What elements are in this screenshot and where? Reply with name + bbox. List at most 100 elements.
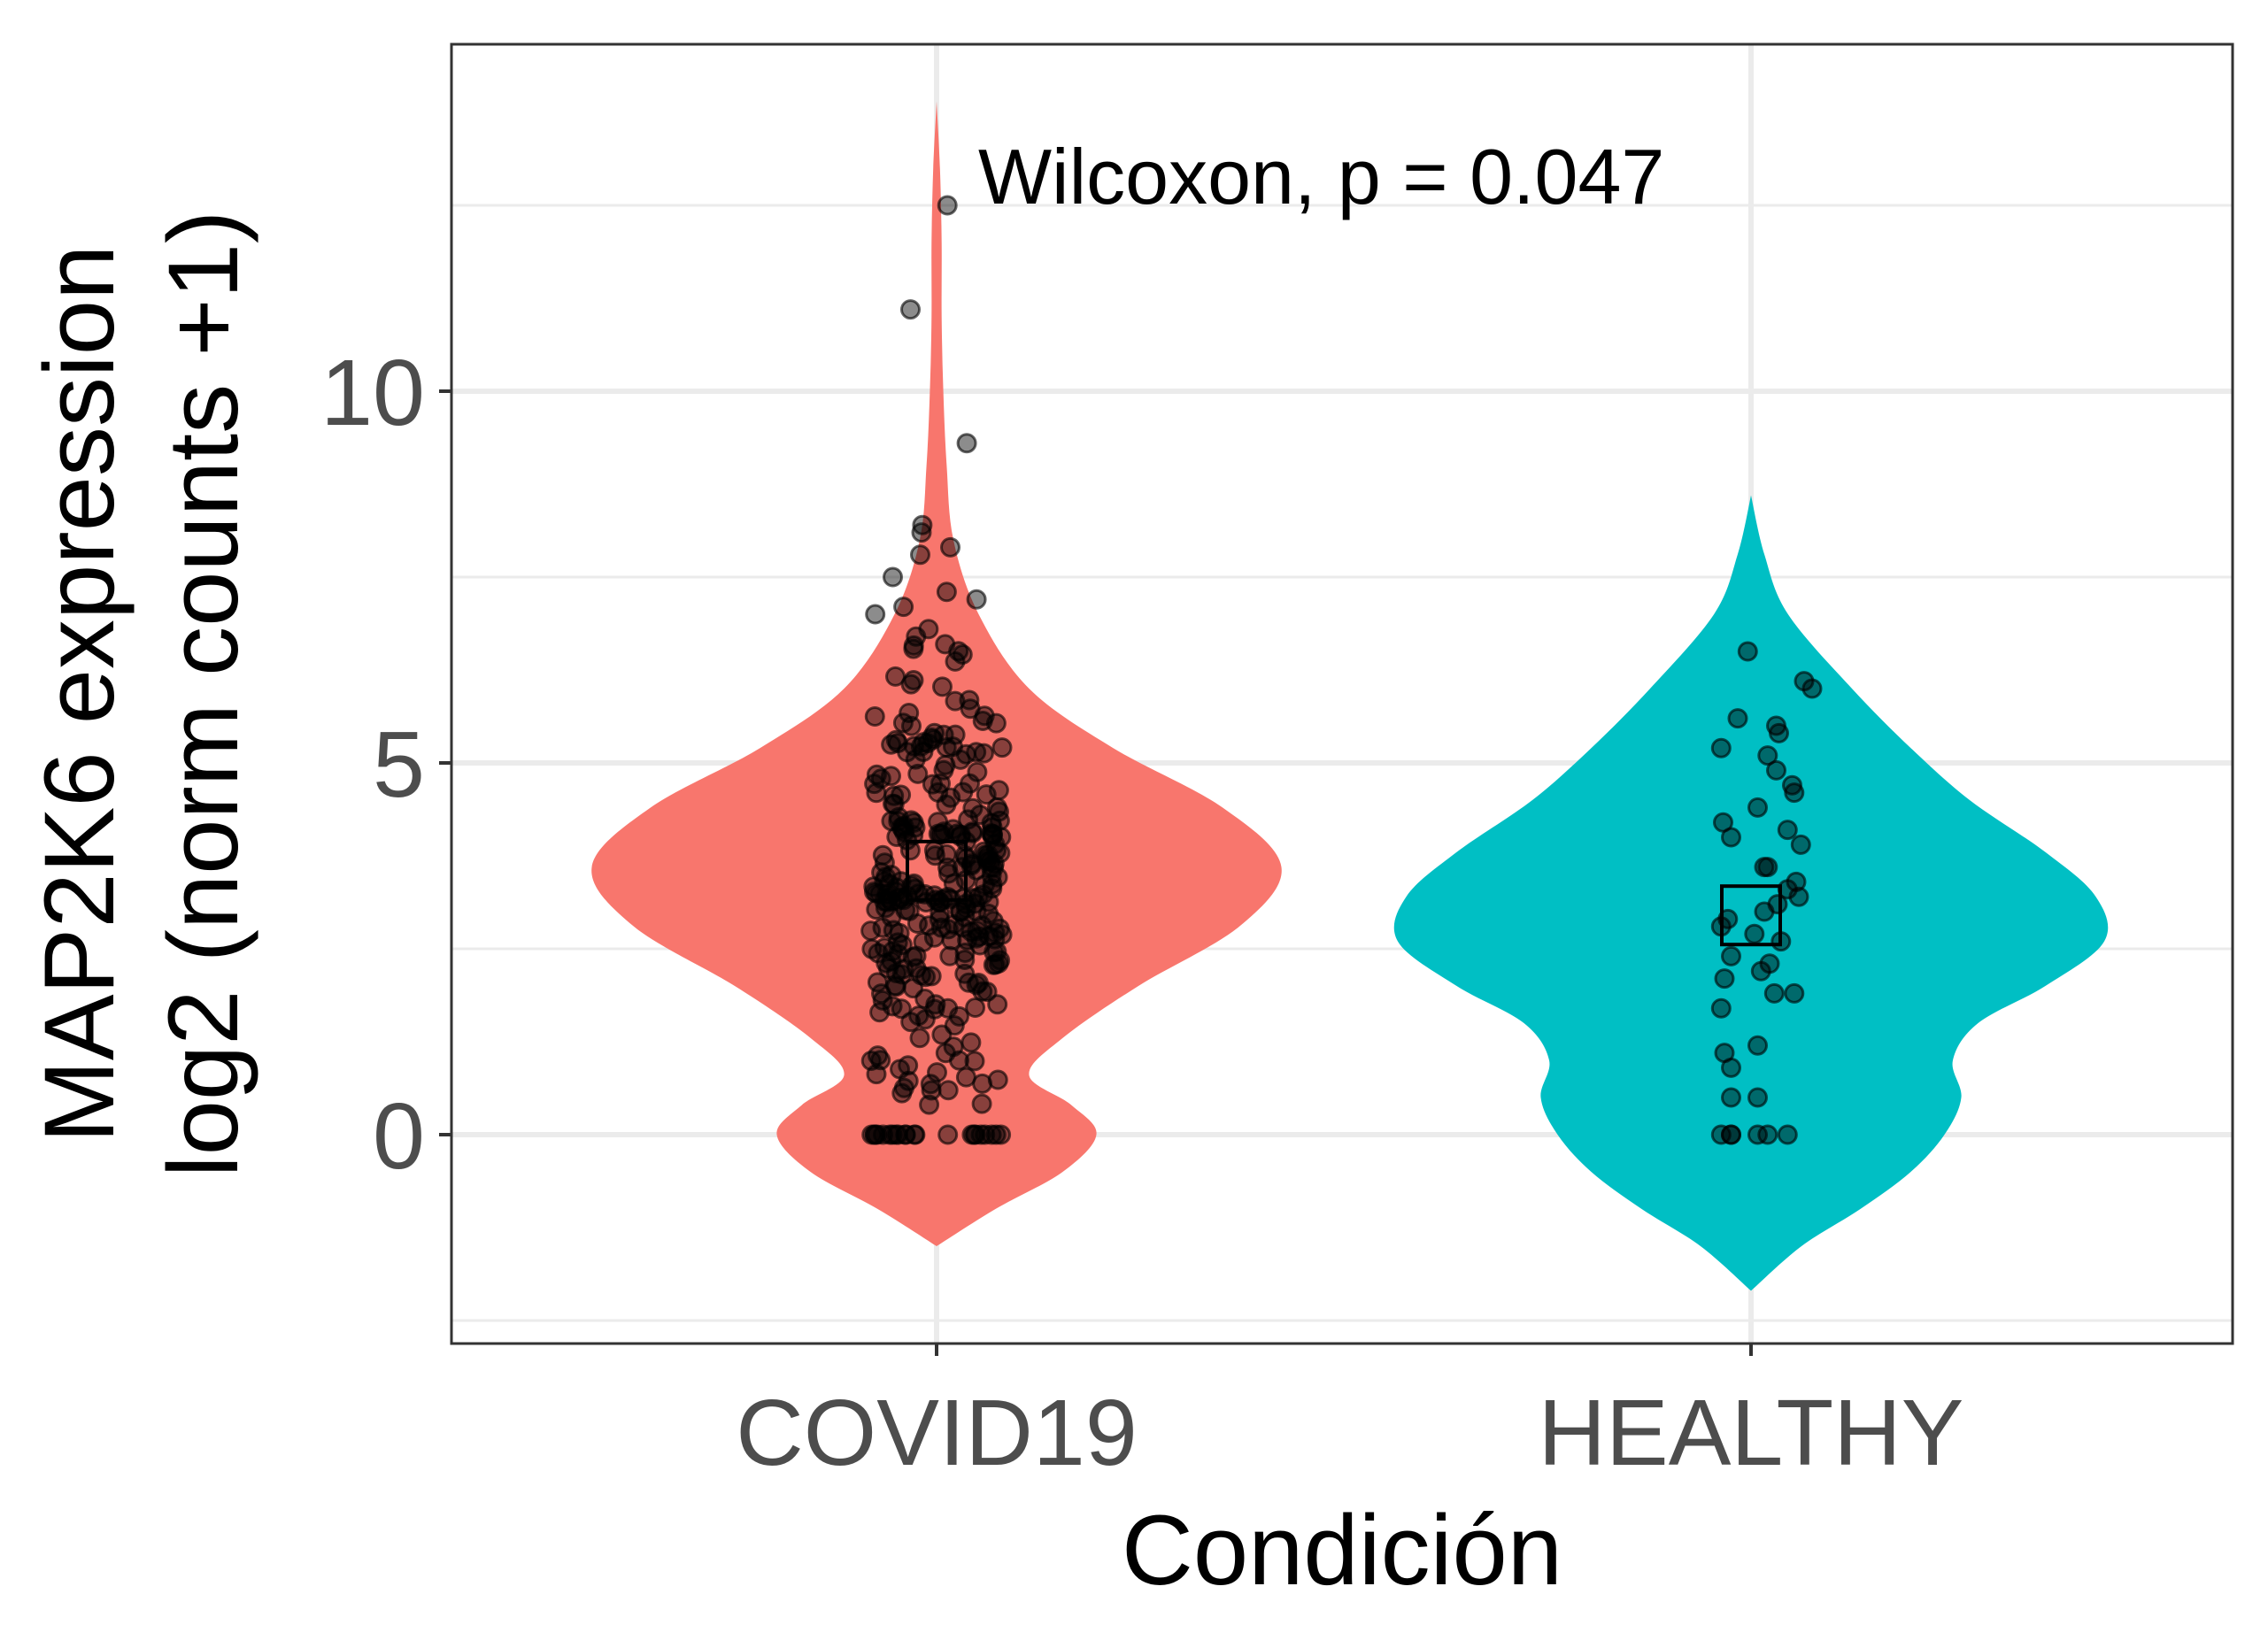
covid19-point (934, 821, 954, 843)
covid19-point (890, 1059, 910, 1080)
covid19-point (976, 784, 997, 805)
covid19-point (921, 1080, 942, 1101)
mean-markers (906, 839, 1782, 947)
healthy-point (1721, 1124, 1741, 1145)
violin-covid19 (591, 101, 1282, 1246)
covid19-point (909, 1028, 930, 1049)
covid19-point (883, 793, 903, 814)
covid19-point (969, 805, 991, 826)
x-axis-title: Condición (1122, 1495, 1562, 1606)
covid19-point (866, 1064, 887, 1085)
covid19-point (972, 1073, 993, 1094)
covid19-point (900, 299, 921, 320)
x-tick-label: COVID19 (736, 1381, 1138, 1485)
y-axis-title-line-1: MAP2K6 expression (24, 245, 135, 1144)
covid19-point (954, 950, 976, 970)
covid19-point (972, 711, 993, 731)
covid19-point (927, 1062, 947, 1083)
covid19-point (935, 1043, 956, 1064)
covid19-point (893, 1077, 914, 1098)
healthy-point (1714, 968, 1735, 990)
covid19-point (891, 817, 912, 838)
mean-marker-healthy (1720, 884, 1782, 947)
covid19-point (980, 851, 1001, 872)
covid19-point (895, 899, 916, 920)
covid19-point (923, 927, 945, 948)
covid19-point (954, 963, 976, 984)
covid19-point (937, 1124, 959, 1145)
covid19-point (889, 922, 910, 943)
healthy-point (1757, 1124, 1778, 1145)
covid19-point (906, 626, 927, 647)
covid19-point (902, 947, 923, 967)
covid19-point (866, 764, 887, 785)
covid19-point (960, 773, 980, 794)
healthy-point (1766, 759, 1786, 781)
covid19-point (975, 1124, 996, 1145)
covid19-point (912, 514, 933, 535)
covid19-point (882, 996, 903, 1017)
covid19-point (911, 522, 932, 543)
healthy-point (1744, 923, 1765, 944)
healthy-point (1790, 834, 1811, 855)
healthy-point (1721, 945, 1741, 966)
covid19-point (954, 943, 976, 963)
healthy-point (1713, 812, 1733, 833)
covid19-point (881, 734, 902, 755)
covid19-point (935, 634, 956, 655)
axes: 0 5 10 COVID19 HEALTHY (320, 341, 1963, 1485)
covid19-point (914, 1009, 936, 1030)
healthy-point (1727, 708, 1748, 729)
covid19-point (860, 920, 882, 942)
healthy-point (1777, 1124, 1798, 1145)
covid19-point (986, 797, 1007, 818)
covid19-point (973, 743, 994, 764)
y-tick-label: 5 (373, 712, 425, 817)
covid19-point (921, 728, 942, 748)
covid19-point (961, 888, 983, 909)
covid19-point (925, 994, 946, 1015)
covid19-point (960, 1032, 982, 1053)
covid19-point (899, 840, 921, 861)
y-tick-label: 0 (373, 1084, 425, 1189)
covid19-point (910, 544, 930, 566)
x-tick-label: HEALTHY (1538, 1381, 1963, 1485)
covid19-point (887, 1124, 908, 1145)
covid19-point (954, 906, 976, 928)
covid19-point (906, 913, 928, 934)
covid19-point (965, 997, 986, 1018)
violins (591, 101, 2109, 1291)
covid19-point (864, 706, 885, 727)
covid19-point (950, 749, 971, 770)
covid19-point (876, 952, 897, 974)
y-axis-title-line-2: log2 (norm counts +1) (148, 211, 258, 1178)
healthy-point (1794, 671, 1815, 692)
covid19-point (959, 689, 980, 711)
covid19-point (937, 195, 958, 216)
covid19-point (971, 1093, 992, 1114)
healthy-point (1710, 997, 1732, 1019)
covid19-point (986, 941, 1007, 962)
covid19-point (986, 840, 1007, 861)
covid19-point (991, 1124, 1012, 1145)
healthy-point (1721, 1087, 1741, 1108)
mean-marker-covid19 (906, 839, 968, 902)
covid19-point (885, 666, 906, 687)
covid19-point (928, 782, 949, 803)
covid19-point (871, 862, 892, 883)
healthy-point (1763, 982, 1785, 1004)
covid19-point (893, 597, 914, 618)
violin-healthy (1393, 495, 2109, 1291)
healthy-point (1747, 797, 1768, 818)
covid19-point (874, 937, 895, 959)
healthy-point (1766, 715, 1786, 736)
y-tick-label: 10 (320, 341, 425, 445)
healthy-point (1747, 1035, 1768, 1056)
plot-panel-border (450, 42, 2234, 1345)
covid19-point (956, 433, 977, 454)
covid19-point (903, 670, 924, 690)
covid19-point (971, 915, 992, 936)
covid19-point (937, 1080, 959, 1101)
covid19-point (905, 817, 926, 838)
